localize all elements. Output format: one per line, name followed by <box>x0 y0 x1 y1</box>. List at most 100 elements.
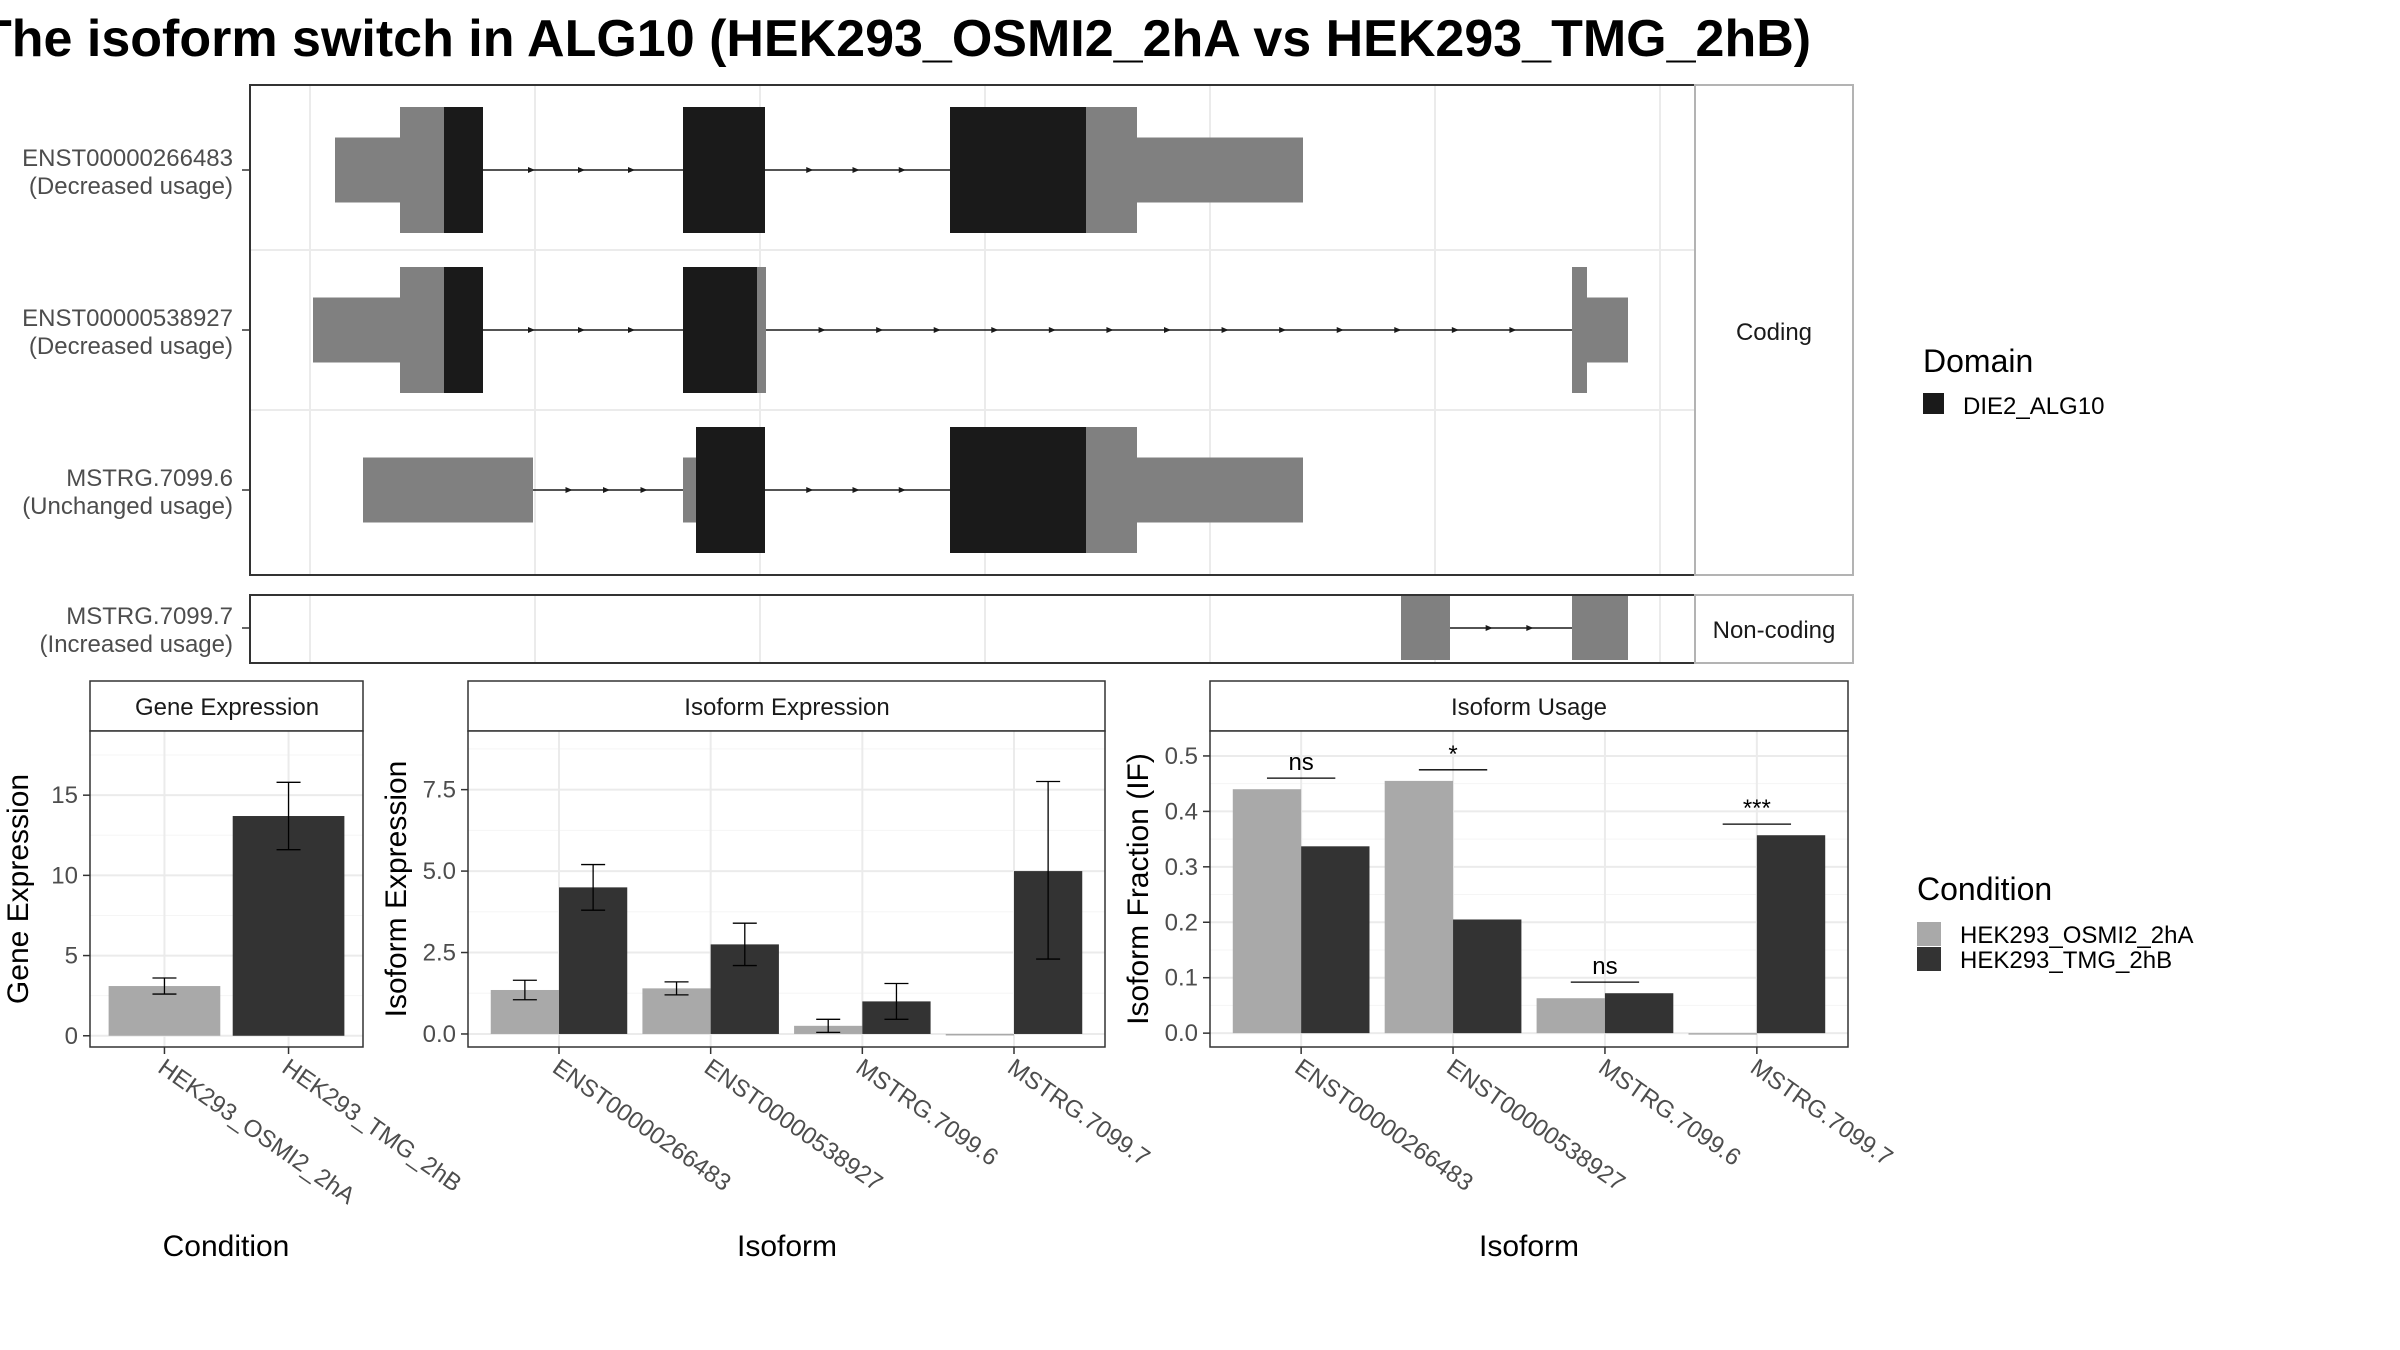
y-tick-label: 0.4 <box>1165 798 1198 825</box>
intron-arrow <box>1485 625 1493 631</box>
y-tick-label: 15 <box>51 782 78 809</box>
figure-title: The isoform switch in ALG10 (HEK293_OSMI… <box>0 10 1811 68</box>
y-tick-label: 5.0 <box>423 858 456 885</box>
domain-exon <box>444 267 483 393</box>
utr-exon <box>400 267 444 393</box>
y-tick-label: 0.5 <box>1165 743 1198 770</box>
coding-strip <box>1694 84 1854 576</box>
bar <box>1688 1033 1757 1035</box>
intron-arrow <box>1048 327 1056 333</box>
intron-arrow <box>818 327 826 333</box>
significance-label: *** <box>1743 795 1771 822</box>
x-axis-title: Isoform <box>1479 1230 1579 1263</box>
utr-exon <box>1137 457 1303 523</box>
utr-exon <box>1572 267 1587 393</box>
transcript-structure-panel: CodingNon-codingENST00000266483(Decrease… <box>22 84 1854 664</box>
transcript-usage-label: (Increased usage) <box>40 631 233 658</box>
utr-exon <box>400 107 444 233</box>
panel-strip <box>89 680 364 732</box>
panel-strip <box>1209 680 1849 732</box>
panel-title: Isoform Usage <box>1451 694 1607 721</box>
intron-arrow <box>1509 327 1517 333</box>
intron-arrow <box>1336 327 1344 333</box>
x-axis-title: Condition <box>163 1230 290 1263</box>
intron-arrow <box>1164 327 1171 333</box>
bar <box>1384 780 1454 1034</box>
domain-exon <box>683 107 765 233</box>
y-tick-label: 7.5 <box>423 777 456 804</box>
y-tick-label: 0.2 <box>1165 909 1198 936</box>
x-tick-label: MSTRG.7099.7 <box>1745 1054 1897 1172</box>
y-tick-label: 0.0 <box>1165 1020 1198 1047</box>
y-tick-label: 10 <box>51 862 78 889</box>
utr-exon <box>683 457 696 523</box>
transcript-usage-label: (Unchanged usage) <box>22 493 233 520</box>
condition-legend-label: HEK293_OSMI2_2hA <box>1960 922 2193 949</box>
intron-arrow <box>1106 327 1114 333</box>
domain-exon <box>950 107 1086 233</box>
intron-arrow <box>852 167 860 173</box>
significance-label: ns <box>1288 749 1313 776</box>
condition-legend-key <box>1917 922 1941 946</box>
bar <box>559 887 628 1034</box>
utr-exon <box>313 297 400 363</box>
y-tick-label: 5 <box>65 943 78 970</box>
bar-panel: Isoform Expression0.02.55.07.5ENST000002… <box>380 680 1155 1263</box>
y-tick-label: 0.1 <box>1165 965 1198 992</box>
domain-exon <box>683 267 757 393</box>
bar <box>945 1033 1014 1036</box>
domain-legend-key <box>1923 393 1944 414</box>
intron-arrow <box>528 327 535 333</box>
intron-arrow <box>1526 625 1534 631</box>
intron-arrow <box>578 327 585 333</box>
domain-legend-label: DIE2_ALG10 <box>1963 393 2104 420</box>
utr-exon <box>1086 427 1137 553</box>
y-axis-title: Isoform Fraction (IF) <box>1122 753 1155 1025</box>
intron-arrow <box>898 487 906 493</box>
transcript-label: MSTRG.7099.6 <box>66 465 233 492</box>
y-axis-title: Isoform Expression <box>380 761 413 1018</box>
intron-arrow <box>991 327 999 333</box>
bar <box>1536 998 1605 1034</box>
bar <box>232 816 345 1036</box>
y-tick-label: 0 <box>65 1023 78 1050</box>
bar <box>1232 789 1302 1034</box>
y-tick-label: 2.5 <box>423 940 456 967</box>
transcript-usage-label: (Decreased usage) <box>29 333 233 360</box>
intron-arrow <box>628 327 635 333</box>
facet-label-noncoding: Non-coding <box>1713 617 1836 644</box>
intron-arrow <box>806 487 814 493</box>
transcript-label: ENST00000538927 <box>22 305 233 332</box>
intron-arrow <box>1451 327 1459 333</box>
transcript-label: ENST00000266483 <box>22 145 233 172</box>
bar-chart-panels: Gene Expression051015HEK293_OSMI2_2hAHEK… <box>2 680 1897 1263</box>
intron-arrow <box>640 487 648 493</box>
utr-exon <box>1401 596 1450 660</box>
bar <box>642 988 711 1034</box>
intron-arrow <box>1394 327 1402 333</box>
domain-legend-title: Domain <box>1923 343 2033 379</box>
bar <box>1453 919 1522 1034</box>
utr-exon <box>1137 137 1303 203</box>
x-axis-title: Isoform <box>737 1230 837 1263</box>
utr-exon <box>1572 596 1628 660</box>
condition-legend-label: HEK293_TMG_2hB <box>1960 947 2172 974</box>
utr-exon <box>363 457 533 523</box>
y-tick-label: 0.3 <box>1165 854 1198 881</box>
domain-exon <box>950 427 1086 553</box>
utr-exon <box>1587 297 1628 363</box>
intron-arrow <box>1279 327 1287 333</box>
panel-border <box>1209 730 1849 1048</box>
panel-title: Gene Expression <box>135 694 319 721</box>
significance-label: * <box>1448 741 1457 768</box>
panel-border <box>89 730 364 1048</box>
bar <box>1756 835 1826 1034</box>
transcript-usage-label: (Decreased usage) <box>29 173 233 200</box>
x-tick-label: HEK293_OSMI2_2hA <box>153 1054 360 1210</box>
utr-exon <box>335 137 400 203</box>
utr-exon <box>757 267 766 393</box>
condition-legend-title: Condition <box>1917 871 2052 907</box>
intron-arrow <box>933 327 941 333</box>
x-tick-label: MSTRG.7099.7 <box>1003 1054 1155 1172</box>
